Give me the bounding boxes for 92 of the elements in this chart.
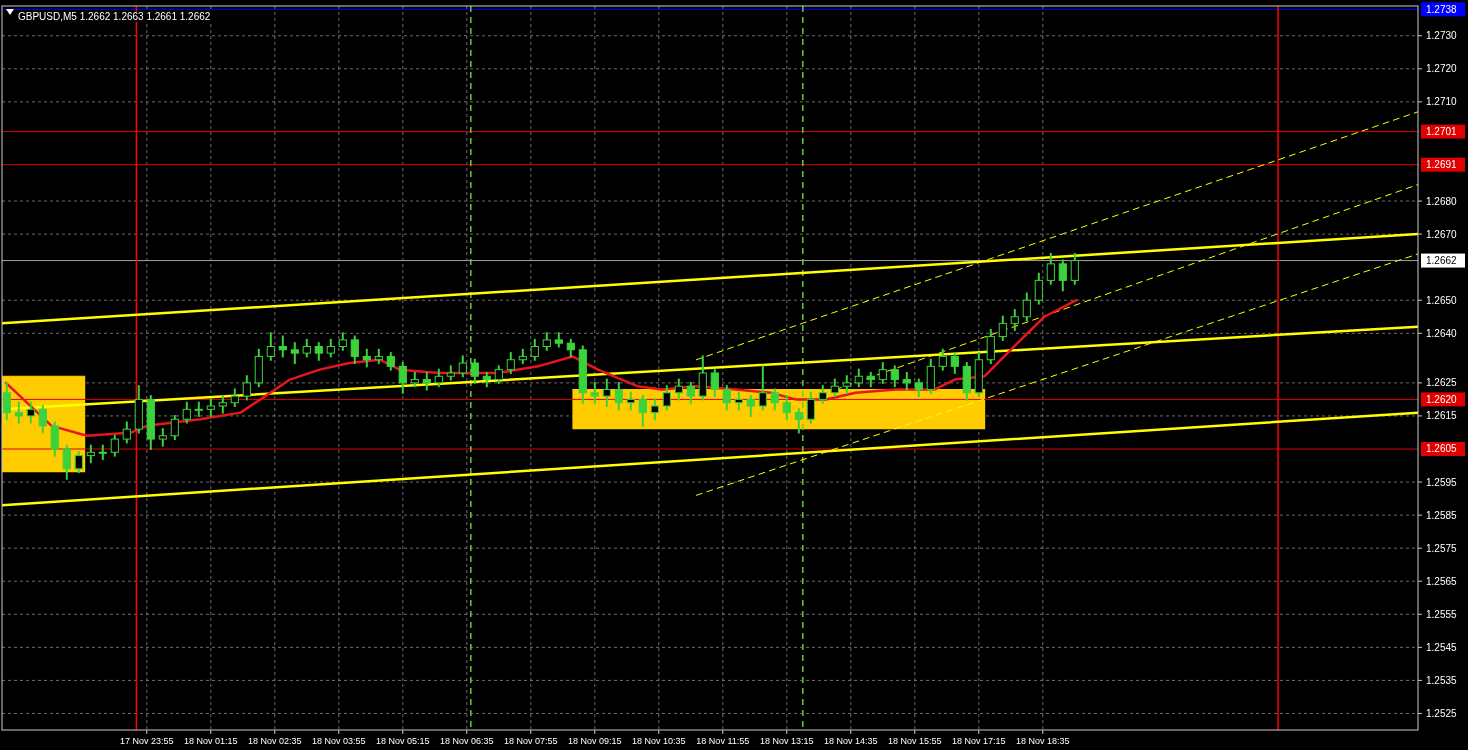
candlestick: [674, 378, 683, 401]
x-tick-label: 18 Nov 06:35: [440, 736, 494, 746]
y-tick-label: 1.2555: [1426, 608, 1458, 620]
y-tick-label: 1.2625: [1426, 377, 1458, 389]
y-tick-label: 1.2730: [1426, 30, 1458, 42]
candlestick: [26, 401, 35, 424]
candlestick: [242, 375, 251, 401]
candlestick: [266, 332, 275, 361]
candlestick: [782, 395, 791, 421]
x-tick-label: 18 Nov 13:15: [760, 736, 814, 746]
candlestick: [770, 388, 779, 411]
ref-line-label: 1.2605: [1426, 443, 1458, 455]
candlestick: [278, 335, 287, 358]
candlestick: [986, 328, 995, 365]
candlestick: [638, 395, 647, 427]
y-tick-label: 1.2710: [1426, 96, 1458, 108]
x-tick-label: 18 Nov 03:55: [312, 736, 366, 746]
x-tick-label: 18 Nov 10:35: [632, 736, 686, 746]
candlestick: [470, 358, 479, 384]
candlestick: [1046, 252, 1055, 285]
candlestick: [398, 362, 407, 394]
y-tick-label: 1.2595: [1426, 476, 1458, 488]
candlestick: [590, 381, 599, 404]
candlestick: [950, 352, 959, 374]
y-tick-label: 1.2575: [1426, 542, 1458, 554]
candlestick: [998, 315, 1007, 341]
y-tick-label: 1.2640: [1426, 327, 1458, 339]
candlestick: [194, 401, 203, 417]
ref-line-label: 1.2691: [1426, 159, 1458, 171]
candlestick: [938, 348, 947, 371]
candlestick: [290, 342, 299, 365]
candlestick: [62, 444, 71, 480]
candlestick: [878, 362, 887, 384]
candlestick: [698, 355, 707, 401]
x-tick-label: 17 Nov 23:55: [120, 736, 174, 746]
candlestick: [1070, 252, 1079, 285]
y-tick-label: 1.2650: [1426, 294, 1458, 306]
candlestick: [806, 391, 815, 424]
candlestick: [350, 335, 359, 365]
ref-line-label: 1.2701: [1426, 126, 1458, 138]
candlestick: [1022, 292, 1031, 322]
y-tick-label: 1.2615: [1426, 410, 1458, 422]
candlestick: [614, 381, 623, 411]
candlestick: [662, 385, 671, 411]
candlestick: [794, 408, 803, 434]
y-tick-label: 1.2565: [1426, 575, 1458, 587]
candlestick: [1010, 309, 1019, 331]
candlestick: [98, 444, 107, 460]
candlestick: [710, 368, 719, 398]
candlestick: [746, 395, 755, 417]
y-tick-label: 1.2525: [1426, 707, 1458, 719]
y-tick-label: 1.2670: [1426, 228, 1458, 240]
y-tick-label: 1.2545: [1426, 641, 1458, 653]
candlestick: [650, 398, 659, 421]
ref-line-label: 1.2620: [1426, 393, 1458, 405]
x-tick-label: 18 Nov 14:35: [824, 736, 878, 746]
y-tick-label: 1.2720: [1426, 63, 1458, 75]
candlestick: [758, 365, 767, 411]
x-tick-label: 18 Nov 05:15: [376, 736, 430, 746]
candlestick: [722, 385, 731, 411]
candlestick: [1034, 272, 1043, 305]
x-tick-label: 18 Nov 09:15: [568, 736, 622, 746]
y-tick-label: 1.2535: [1426, 674, 1458, 686]
candlestick: [1058, 259, 1067, 292]
candlestick: [122, 421, 131, 444]
y-tick-label: 1.2585: [1426, 509, 1458, 521]
candlestick: [38, 405, 47, 434]
candlestick: [458, 355, 467, 378]
candlestick: [170, 414, 179, 441]
candlestick: [926, 358, 935, 394]
candlestick: [14, 401, 23, 424]
candlestick: [890, 365, 899, 388]
candlestick: [602, 378, 611, 408]
x-tick-label: 18 Nov 07:55: [504, 736, 558, 746]
candlestick: [110, 434, 119, 457]
candlestick: [2, 381, 11, 421]
text: GBPUSD,M5 1.2662 1.2663 1.2661 1.2662: [18, 11, 211, 22]
candlestick: [530, 338, 539, 361]
ref-line-label: 1.2738: [1426, 3, 1458, 15]
x-tick-label: 18 Nov 17:15: [952, 736, 1006, 746]
x-tick-label: 18 Nov 11:55: [696, 736, 750, 746]
x-tick-label: 18 Nov 01:15: [184, 736, 238, 746]
y-tick-label: 1.2680: [1426, 195, 1458, 207]
x-tick-label: 18 Nov 18:35: [1016, 736, 1070, 746]
x-tick-label: 18 Nov 02:35: [248, 736, 302, 746]
x-tick-label: 18 Nov 15:55: [888, 736, 942, 746]
candlestick: [506, 352, 515, 374]
candlestick: [50, 421, 59, 457]
candlestick: [74, 451, 83, 474]
candlestick: [686, 381, 695, 404]
candlestick: [182, 401, 191, 424]
ref-line-label: 1.2662: [1426, 255, 1458, 267]
